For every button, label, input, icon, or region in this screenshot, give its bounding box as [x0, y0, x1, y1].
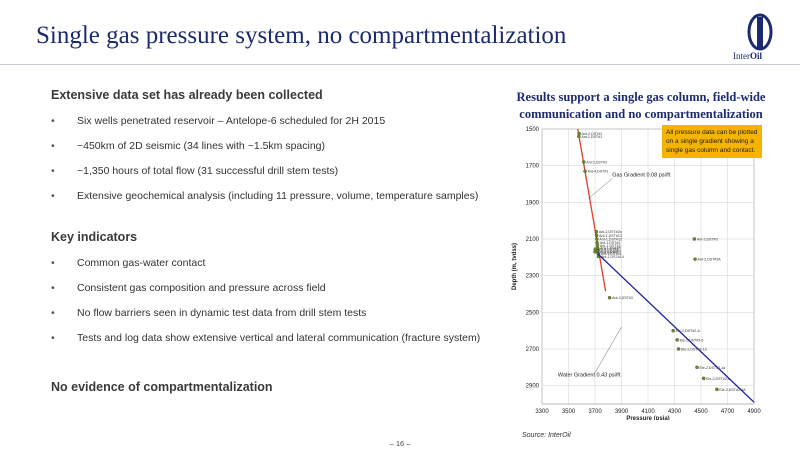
section-heading-key-indicators: Key indicators [51, 230, 138, 244]
data-set-list: Six wells penetrated reservoir – Antelop… [51, 115, 511, 202]
source-note: Source: InterOil [522, 432, 571, 439]
list-item: No flow barriers seen in dynamic test da… [51, 307, 511, 319]
data-point [595, 237, 599, 241]
data-point-label: Ele-2,DST#2-5 [680, 338, 704, 342]
list-item: Common gas-water contact [51, 257, 511, 269]
results-title-line-1: Results support a single gas column, fie… [516, 90, 766, 104]
list-item: ~450km of 2D seismic (34 lines with ~1.5… [51, 140, 511, 152]
y-tick-label: 1900 [526, 200, 540, 206]
logo-text-inter: Inter [733, 51, 750, 61]
data-point-label: Ant-2,DST#3 [697, 238, 718, 242]
logo-wordmark: InterOil [733, 51, 762, 61]
data-point [693, 257, 697, 261]
list-item: Tests and log data show extensive vertic… [51, 332, 511, 344]
data-point [581, 160, 586, 164]
data-point [695, 365, 699, 370]
x-axis-label: Pressure (psia) [626, 416, 669, 420]
data-point [701, 376, 706, 381]
y-tick-label: 2900 [526, 384, 540, 390]
chart-callout: All pressure data can be plotted on a si… [662, 125, 762, 158]
data-point-label: Ant-3,DST#3 [612, 296, 633, 300]
annotation-arrow [594, 326, 622, 373]
data-point [715, 387, 719, 392]
data-point-label: Ant-1,DST#9 [600, 249, 621, 253]
y-tick-label: 2500 [526, 310, 540, 316]
data-point [593, 250, 597, 254]
series-label: Gas Gradient 0.08 psi/ft [612, 173, 671, 179]
interoil-logo-icon [747, 13, 773, 51]
data-point [671, 328, 675, 333]
x-tick-label: 3500 [562, 409, 576, 415]
series-line [577, 128, 607, 292]
annotation-arrow [588, 178, 613, 199]
data-point [692, 237, 697, 241]
y-tick-label: 2700 [526, 347, 540, 353]
data-point-label: Ant-1,DST#1 [581, 135, 602, 139]
y-tick-label: 2100 [526, 237, 540, 243]
x-tick-label: 4500 [694, 409, 708, 415]
pressure-depth-chart: 3300 3500 3700 3900 4100 4300 4500 4700 4900 1500… [512, 127, 761, 420]
list-item: Six wells penetrated reservoir – Antelop… [51, 115, 511, 127]
y-tick-label: 1500 [526, 127, 540, 133]
key-indicators-list: Common gas-water contact Consistent gas … [51, 257, 511, 344]
data-point [675, 338, 679, 342]
section-heading-data-set: Extensive data set has already been coll… [51, 88, 323, 102]
data-point-label: Ant-4,DST#1 [588, 170, 609, 174]
y-tick-label: 1700 [526, 164, 540, 170]
x-tick-label: 4300 [668, 409, 682, 415]
data-point-label: Ant-1,DST#5 [600, 247, 621, 251]
data-point-label: Ant-1,DST#13 [599, 234, 622, 238]
list-item: ~1,350 hours of total flow (31 successfu… [51, 165, 511, 177]
page-number: – 16 – [389, 439, 411, 448]
x-tick-label: 4700 [721, 409, 735, 415]
series-label: Water Gradient 0.43 psi/ft [558, 373, 621, 379]
series-line [597, 253, 755, 403]
results-title: Results support a single gas column, fie… [490, 89, 792, 123]
data-point-label: Ant-2,DST#1 [582, 132, 603, 136]
x-tick-label: 3300 [535, 409, 549, 415]
x-tick-label: 3700 [588, 409, 602, 415]
data-point-label: Ant-1,DST#4 [601, 252, 622, 256]
data-point [594, 229, 599, 234]
data-point-label: Ant-1,DST#3 [600, 244, 621, 248]
y-axis-label: Depth (m, tvdss) [512, 243, 518, 290]
data-point-label: Ele-2,DST#2-2 [706, 377, 730, 381]
list-item: Extensive geochemical analysis (includin… [51, 190, 511, 202]
data-point [594, 233, 599, 238]
data-point [577, 134, 581, 139]
logo-text-oil: Oil [750, 51, 763, 61]
list-item: Consistent gas composition and pressure … [51, 282, 511, 294]
data-point-label: Ant-2,DST#3 [586, 161, 607, 165]
key-points-panel: Extensive data set has already been coll… [51, 88, 511, 394]
section-heading-no-compartmentalization: No evidence of compartmentalization [51, 380, 273, 394]
data-point-label: Ele-2,DST#2-1a [700, 366, 726, 370]
data-point-label: Ant-2,DST#3A [698, 258, 722, 262]
y-tick-label: 2300 [526, 274, 540, 280]
data-point-label: Ant-4,DST#3 [598, 250, 619, 254]
data-point-label: Ele-2,DST#2-4A [719, 388, 746, 392]
data-point-label: Ant-1,DST#2 [600, 241, 621, 245]
data-point-label: Ant-1,DST#14 [601, 255, 624, 259]
data-point [583, 169, 587, 173]
data-point-label: Ele-2,DST#2-A [676, 329, 701, 333]
data-point-label: Ant-1,DST#12 [599, 238, 622, 242]
results-title-line-2: communication and no compartmentalizatio… [519, 107, 763, 121]
page-title: Single gas pressure system, no compartme… [36, 22, 567, 49]
data-point-label: Ant-2,DST#2a [599, 230, 622, 234]
x-tick-label: 4100 [641, 409, 655, 415]
data-point-label: Ant-4,DST#4 [598, 248, 619, 252]
title-divider [0, 64, 800, 65]
x-tick-label: 3900 [615, 409, 629, 415]
x-tick-label: 4900 [747, 409, 761, 415]
data-point [676, 347, 681, 351]
data-point [607, 295, 612, 300]
data-point-label: Ele-2,DST#2-1b [681, 348, 707, 352]
